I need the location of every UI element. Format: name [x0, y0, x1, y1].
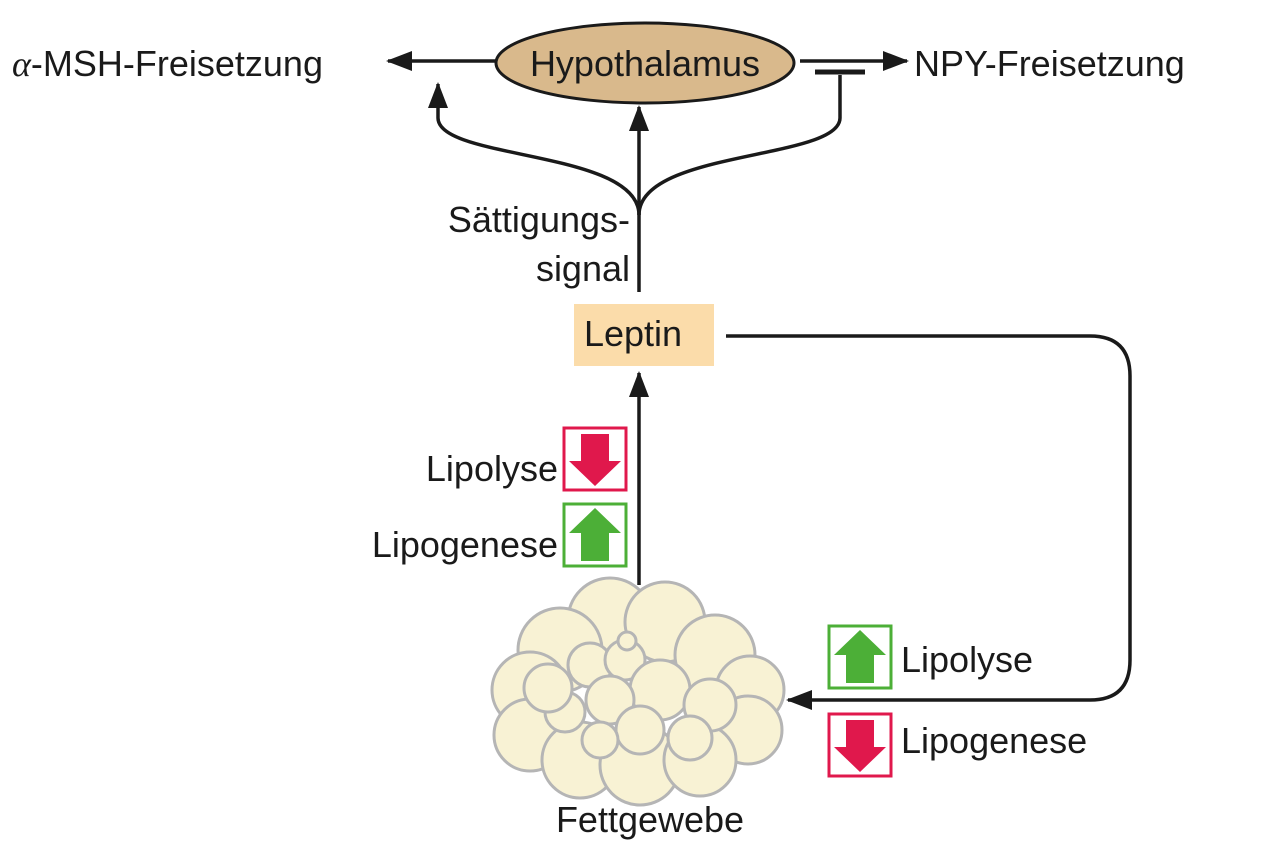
- up-arrow-icon: [827, 624, 893, 690]
- right-lipolyse-label: Lipolyse: [901, 639, 1033, 680]
- left-lipogenese-label: Lipogenese: [372, 524, 558, 565]
- fettgewebe-label: Fettgewebe: [556, 799, 744, 840]
- down-arrow-icon: [827, 712, 893, 778]
- satiety-line-1: Sättigungs-: [448, 199, 630, 240]
- leptin-label: Leptin: [584, 313, 682, 354]
- npy-release: NPY-Freisetzung: [800, 43, 1185, 84]
- left-lipolyse-label: Lipolyse: [426, 448, 558, 489]
- hypothalamus-ellipse: [494, 21, 796, 105]
- branch-to-alpha-msh: [428, 82, 641, 216]
- branch-to-npy-inhibition: [637, 75, 842, 216]
- satiety-line-2: signal: [536, 248, 630, 289]
- arrow-leptin-feedback-to-fat: [726, 334, 1132, 710]
- satiety-signal-paths: [428, 69, 865, 292]
- fat-cells-inner: [522, 630, 738, 762]
- leptin-node: Leptin: [574, 304, 714, 366]
- alpha-msh-release: α-MSH-Freisetzung: [12, 43, 496, 84]
- hypothalamus-label: Hypothalamus: [530, 43, 760, 84]
- satiety-signal-label: Sättigungs- signal: [448, 199, 630, 289]
- down-arrow-icon: [562, 426, 628, 492]
- leptin-box: [574, 304, 714, 366]
- alpha-msh-text: -MSH-Freisetzung: [31, 43, 323, 84]
- npy-label: NPY-Freisetzung: [914, 43, 1185, 84]
- hypothalamus-node: Hypothalamus: [494, 21, 796, 105]
- fat-tissue-cluster: [490, 576, 786, 807]
- right-lipogenese-effect: Lipogenese: [827, 712, 1087, 778]
- up-arrow-icon: [562, 502, 628, 568]
- right-lipolyse-effect: Lipolyse: [827, 624, 1033, 690]
- alpha-msh-label: α-MSH-Freisetzung: [12, 43, 323, 84]
- left-lipogenese-effect: Lipogenese: [372, 502, 628, 568]
- alpha-symbol: α: [12, 44, 32, 84]
- left-lipolyse-effect: Lipolyse: [426, 426, 628, 492]
- right-lipogenese-label: Lipogenese: [901, 720, 1087, 761]
